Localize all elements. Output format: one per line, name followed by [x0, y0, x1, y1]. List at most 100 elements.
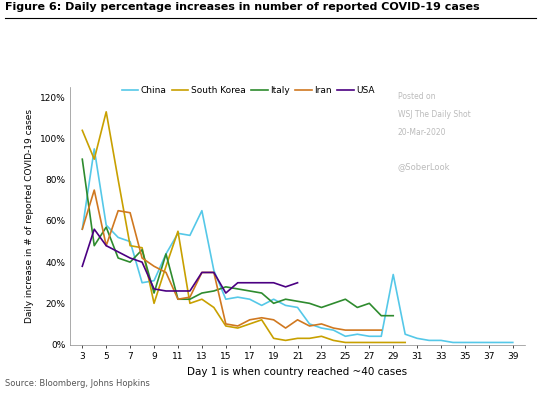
Italy	[282, 297, 289, 302]
South Korea	[222, 324, 229, 328]
Iran	[270, 318, 277, 322]
USA	[139, 260, 146, 265]
Iran	[318, 322, 325, 326]
South Korea	[270, 336, 277, 341]
Italy	[234, 287, 241, 291]
South Korea	[210, 305, 217, 310]
China	[259, 303, 265, 308]
Italy	[115, 256, 121, 261]
Italy	[103, 225, 109, 230]
Text: Source: Bloomberg, Johns Hopkins: Source: Bloomberg, Johns Hopkins	[5, 379, 150, 388]
China	[438, 338, 444, 343]
South Korea	[294, 336, 301, 341]
China	[330, 328, 337, 333]
China	[366, 334, 373, 339]
Italy	[378, 313, 385, 318]
Text: Figure 6: Daily percentage increases in number of reported COVID-19 cases: Figure 6: Daily percentage increases in …	[5, 2, 480, 12]
Italy	[306, 301, 313, 306]
USA	[91, 227, 97, 232]
Italy	[318, 305, 325, 310]
China	[210, 268, 217, 273]
Line: South Korea: South Korea	[82, 112, 405, 343]
Italy	[163, 251, 169, 256]
USA	[175, 289, 181, 293]
Iran	[366, 328, 373, 333]
China	[498, 340, 504, 345]
South Korea	[199, 297, 205, 302]
Text: WSJ The Daily Shot: WSJ The Daily Shot	[398, 110, 470, 119]
Iran	[151, 264, 157, 268]
South Korea	[330, 338, 337, 343]
Italy	[270, 301, 277, 306]
USA	[187, 289, 193, 293]
Italy	[247, 289, 253, 293]
China	[139, 280, 146, 285]
South Korea	[79, 128, 85, 133]
China	[486, 340, 492, 345]
China	[175, 231, 181, 236]
Iran	[79, 227, 85, 232]
China	[390, 272, 397, 277]
Italy	[175, 297, 181, 302]
X-axis label: Day 1 is when country reached ~40 cases: Day 1 is when country reached ~40 cases	[188, 367, 407, 377]
China	[270, 297, 277, 302]
USA	[127, 256, 134, 261]
Italy	[354, 305, 361, 310]
China	[450, 340, 456, 345]
South Korea	[115, 177, 121, 182]
China	[306, 322, 313, 326]
Italy	[79, 157, 85, 162]
Iran	[294, 318, 301, 322]
South Korea	[175, 229, 181, 234]
China	[354, 332, 361, 337]
China	[115, 235, 121, 240]
China	[414, 336, 420, 341]
China	[378, 334, 385, 339]
China	[234, 295, 241, 299]
USA	[115, 249, 121, 254]
Text: 20-Mar-2020: 20-Mar-2020	[398, 128, 446, 137]
South Korea	[342, 340, 348, 345]
USA	[163, 289, 169, 293]
South Korea	[139, 246, 146, 250]
South Korea	[127, 243, 134, 248]
Italy	[390, 313, 397, 318]
South Korea	[402, 340, 408, 345]
South Korea	[366, 340, 373, 345]
Italy	[187, 297, 193, 302]
Italy	[294, 299, 301, 304]
Italy	[259, 291, 265, 295]
Italy	[366, 301, 373, 306]
Line: Italy: Italy	[82, 159, 393, 316]
Italy	[222, 284, 229, 289]
Iran	[127, 210, 134, 215]
South Korea	[259, 318, 265, 322]
USA	[103, 243, 109, 248]
South Korea	[318, 334, 325, 339]
Legend: China, South Korea, Italy, Iran, USA: China, South Korea, Italy, Iran, USA	[122, 86, 375, 95]
Iran	[259, 315, 265, 320]
China	[103, 223, 109, 227]
Iran	[91, 188, 97, 192]
Italy	[210, 289, 217, 293]
China	[282, 303, 289, 308]
Iran	[234, 324, 241, 328]
China	[461, 340, 468, 345]
Italy	[139, 248, 146, 252]
Iran	[210, 270, 217, 275]
China	[247, 297, 253, 302]
China	[79, 227, 85, 232]
South Korea	[390, 340, 397, 345]
Iran	[354, 328, 361, 333]
China	[222, 297, 229, 302]
Iran	[306, 324, 313, 328]
USA	[247, 280, 253, 285]
USA	[199, 270, 205, 275]
South Korea	[282, 338, 289, 343]
Italy	[151, 291, 157, 295]
China	[510, 340, 516, 345]
South Korea	[234, 326, 241, 330]
China	[318, 326, 325, 330]
Iran	[139, 256, 146, 261]
China	[187, 233, 193, 238]
